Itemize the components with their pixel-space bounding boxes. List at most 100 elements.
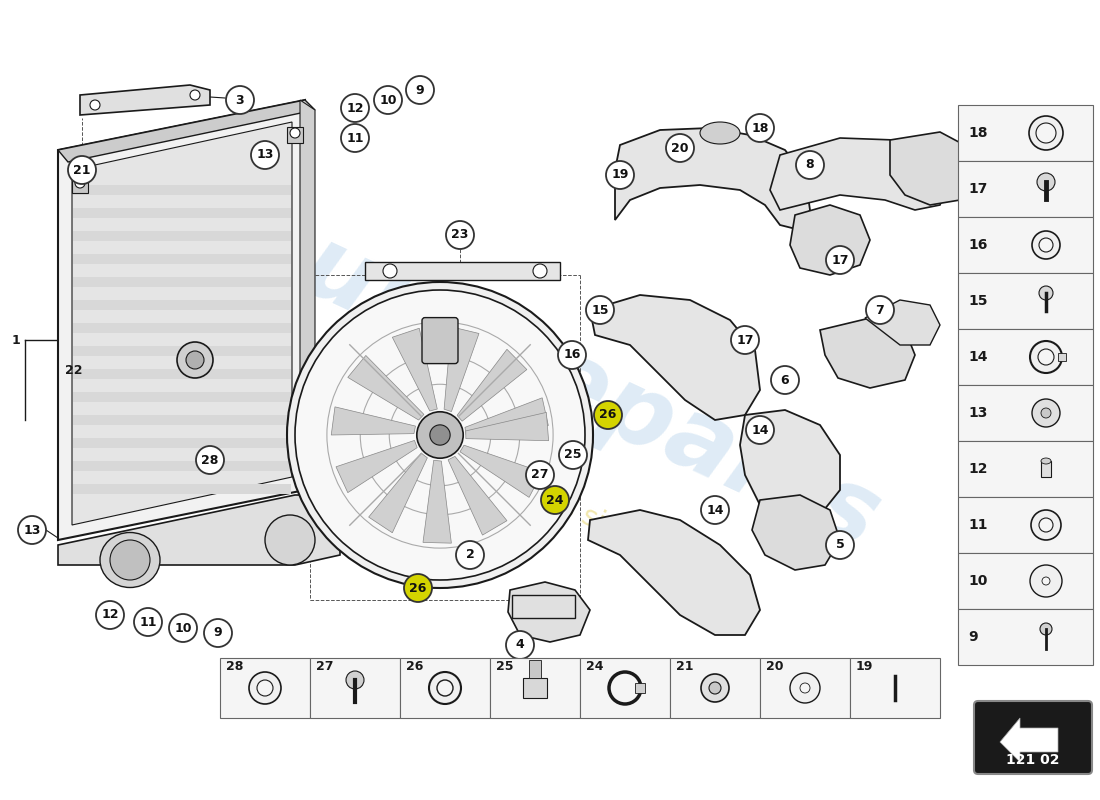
Text: 10: 10 — [379, 94, 397, 106]
Circle shape — [1041, 408, 1050, 418]
Polygon shape — [790, 205, 870, 275]
Text: 24: 24 — [547, 494, 563, 506]
Text: 16: 16 — [968, 238, 988, 252]
Ellipse shape — [1041, 458, 1050, 464]
Circle shape — [374, 86, 401, 114]
Polygon shape — [770, 138, 950, 210]
Polygon shape — [820, 318, 915, 388]
Circle shape — [790, 673, 820, 703]
FancyBboxPatch shape — [974, 701, 1092, 774]
Polygon shape — [460, 445, 542, 498]
Polygon shape — [73, 185, 292, 195]
Text: 17: 17 — [832, 254, 849, 266]
Text: 15: 15 — [592, 303, 608, 317]
Circle shape — [559, 441, 587, 469]
Bar — [220, 658, 310, 718]
Polygon shape — [512, 595, 575, 618]
Circle shape — [346, 671, 364, 689]
Circle shape — [417, 412, 463, 458]
Circle shape — [68, 156, 96, 184]
Circle shape — [257, 680, 273, 696]
Bar — [958, 217, 1093, 273]
Polygon shape — [73, 300, 292, 310]
Circle shape — [18, 516, 46, 544]
Ellipse shape — [100, 533, 160, 587]
Circle shape — [796, 151, 824, 179]
Circle shape — [190, 90, 200, 100]
Circle shape — [429, 672, 461, 704]
Bar — [760, 658, 850, 718]
Text: 25: 25 — [564, 449, 582, 462]
Text: 20: 20 — [671, 142, 689, 154]
Bar — [635, 683, 645, 693]
Polygon shape — [348, 355, 424, 420]
Circle shape — [75, 178, 85, 188]
Bar — [310, 658, 400, 718]
Polygon shape — [73, 415, 292, 425]
Circle shape — [1040, 238, 1053, 252]
Circle shape — [265, 515, 315, 565]
Text: 11: 11 — [346, 131, 364, 145]
Text: 12: 12 — [346, 102, 364, 114]
FancyBboxPatch shape — [422, 318, 458, 363]
Bar — [670, 658, 760, 718]
Circle shape — [430, 425, 450, 445]
Circle shape — [186, 351, 204, 369]
Polygon shape — [458, 350, 527, 421]
Polygon shape — [331, 407, 416, 435]
Text: 24: 24 — [586, 659, 604, 673]
Text: 25: 25 — [496, 659, 514, 673]
Circle shape — [826, 531, 854, 559]
Text: 7: 7 — [876, 303, 884, 317]
Circle shape — [204, 619, 232, 647]
Text: 27: 27 — [531, 469, 549, 482]
Polygon shape — [73, 231, 292, 241]
Polygon shape — [58, 100, 305, 540]
Circle shape — [606, 161, 634, 189]
Text: 3: 3 — [235, 94, 244, 106]
Polygon shape — [1000, 718, 1058, 762]
Circle shape — [437, 680, 453, 696]
Circle shape — [746, 416, 774, 444]
Text: 27: 27 — [316, 659, 333, 673]
Polygon shape — [465, 412, 549, 441]
Bar — [490, 658, 580, 718]
Circle shape — [456, 541, 484, 569]
Polygon shape — [365, 262, 560, 280]
Polygon shape — [73, 323, 292, 333]
Text: 5: 5 — [836, 538, 845, 551]
Circle shape — [290, 128, 300, 138]
Circle shape — [96, 601, 124, 629]
Circle shape — [90, 100, 100, 110]
Circle shape — [134, 608, 162, 636]
Text: 9: 9 — [416, 83, 425, 97]
Circle shape — [1037, 173, 1055, 191]
Polygon shape — [73, 254, 292, 264]
Circle shape — [800, 683, 810, 693]
Bar — [850, 658, 940, 718]
Polygon shape — [336, 441, 417, 493]
Text: 19: 19 — [856, 659, 873, 673]
Circle shape — [196, 446, 224, 474]
Polygon shape — [72, 122, 292, 525]
Polygon shape — [448, 456, 507, 535]
Text: 28: 28 — [201, 454, 219, 466]
Bar — [958, 497, 1093, 553]
Circle shape — [586, 296, 614, 324]
Circle shape — [666, 134, 694, 162]
Text: 26: 26 — [600, 409, 617, 422]
Text: a passion for parts since 1985: a passion for parts since 1985 — [334, 389, 726, 591]
Circle shape — [404, 574, 432, 602]
Circle shape — [826, 246, 854, 274]
Bar — [400, 658, 490, 718]
Text: 18: 18 — [968, 126, 988, 140]
Text: 11: 11 — [140, 615, 156, 629]
Circle shape — [866, 296, 894, 324]
Text: 4: 4 — [516, 638, 525, 651]
Text: 17: 17 — [968, 182, 988, 196]
Polygon shape — [58, 495, 340, 565]
Text: 10: 10 — [174, 622, 191, 634]
Polygon shape — [590, 295, 760, 420]
Circle shape — [1030, 341, 1062, 373]
Circle shape — [1042, 577, 1050, 585]
